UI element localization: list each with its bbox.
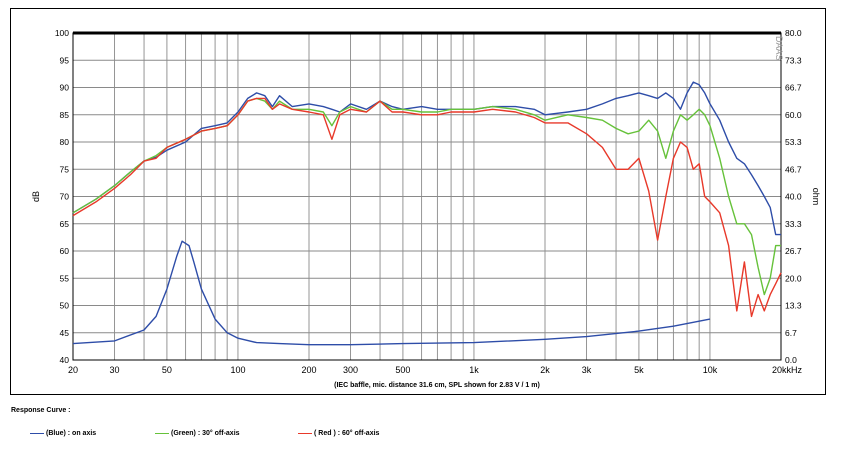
y-right-tick-label: 6.7 [785,328,797,338]
x-tick-label: 2k [540,365,550,375]
y-axis-title: dB [31,191,41,202]
x-tick-label: 100 [230,365,245,375]
legend-swatch-green [155,433,169,434]
y-tick-label: 90 [60,83,70,93]
x-axis-title: (IEC baffle, mic. distance 31.6 cm, SPL … [334,382,540,389]
chart-frame: DAAS 40 45 50 55 60 65 70 75 80 85 90 95 100 0.0 6.7 13.… [10,8,826,395]
legend-label-green: (Green) : 30° off-axis [171,430,240,437]
y-right-tick-label: 40.0 [785,192,802,202]
legend-label-red: ( Red ) : 60° off-axis [314,430,380,437]
y-right-axis-title: ohm [811,188,821,206]
y-tick-label: 100 [55,28,69,38]
y-right-tick-label: 26.7 [785,246,802,256]
y-tick-label: 55 [60,273,70,283]
x-tick-label: 300 [343,365,358,375]
x-tick-label: 20 [68,365,78,375]
series-line-2 [72,97,782,318]
y-tick-label: 85 [60,110,70,120]
y-tick-label: 65 [60,219,70,229]
y-tick-label: 80 [60,137,70,147]
y-right-tick-label: 13.3 [785,301,802,311]
x-tick-label: 30 [110,365,120,375]
y-right-tick-label: 33.3 [785,219,802,229]
x-tick-label: 500 [395,365,410,375]
y-right-tick-label: 73.3 [785,55,802,65]
legend-swatch-blue [30,433,44,434]
legend-item-red: ( Red ) : 60° off-axis [298,430,379,437]
x-tick-label: 50 [162,365,172,375]
x-tick-label: 3k [582,365,592,375]
x-tick-label: 1k [469,365,479,375]
legend-swatch-red [298,433,312,434]
series-line-3 [72,240,711,346]
legend-title: Response Curve : [11,407,71,414]
y-tick-label: 70 [60,192,70,202]
y-tick-label: 50 [60,301,70,311]
y-tick-label: 95 [60,55,70,65]
y-tick-label: 40 [60,355,70,365]
x-tick-label: 10k [703,365,718,375]
legend-item-blue: (Blue) : on axis [30,430,96,437]
y-right-tick-label: 66.7 [785,83,802,93]
y-right-tick-label: 46.7 [785,164,802,174]
y-right-tick-label: 0.0 [785,355,797,365]
y-right-tick-label: 80.0 [785,28,802,38]
x-tick-label: 20kkHz [772,365,803,375]
y-tick-label: 60 [60,246,70,256]
y-tick-label: 45 [60,328,70,338]
y-right-tick-label: 60.0 [785,110,802,120]
x-tick-label: 5k [634,365,644,375]
legend-item-green: (Green) : 30° off-axis [155,430,240,437]
frequency-response-chart: DAAS 40 45 50 55 60 65 70 75 80 85 90 95 100 0.0 6.7 13.… [31,28,821,389]
legend-label-blue: (Blue) : on axis [46,430,97,437]
y-right-tick-label: 53.3 [785,137,802,147]
corner-label: DAAS [774,36,784,61]
x-tick-label: 200 [301,365,316,375]
y-tick-label: 75 [60,164,70,174]
y-right-tick-label: 20.0 [785,273,802,283]
